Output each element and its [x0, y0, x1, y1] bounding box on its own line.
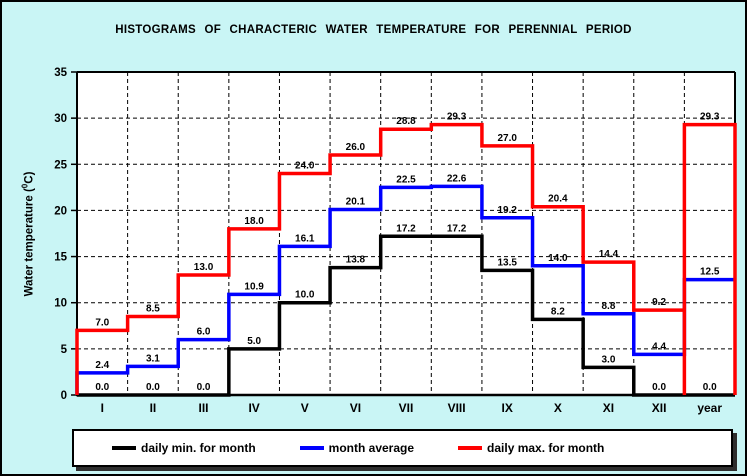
value-label-month-average: 22.6: [447, 173, 467, 184]
value-label-month-average: 8.8: [602, 301, 616, 312]
series-line-daily-min: [77, 234, 735, 397]
x-category-label: V: [301, 401, 309, 415]
x-category-label: III: [199, 401, 209, 415]
value-label-month-average: 4.4: [652, 341, 666, 352]
value-label-daily-max: 13.0: [194, 262, 214, 273]
y-tick-label: 10: [54, 298, 67, 310]
value-label-daily-min: 13.5: [497, 257, 517, 268]
value-label-daily-max: 24.0: [295, 161, 315, 172]
legend: daily min. for month month average daily m…: [72, 429, 733, 467]
value-label-daily-max: 9.2: [652, 297, 666, 308]
x-category-label: XI: [603, 401, 614, 415]
x-category-label: VIII: [448, 401, 466, 415]
value-label-daily-max: 18.0: [244, 216, 264, 227]
legend-label-daily-min: daily min. for month: [141, 441, 256, 455]
value-label-daily-min: 0.0: [95, 382, 109, 393]
y-tick-label: 30: [54, 113, 67, 125]
value-label-month-average: 19.2: [497, 205, 517, 216]
value-label-daily-min: 5.0: [247, 336, 261, 347]
x-category-label: VI: [350, 401, 361, 415]
legend-label-month-average: month average: [328, 441, 415, 455]
value-label-daily-max: 20.4: [548, 194, 568, 205]
value-label-daily-max: 28.8: [396, 116, 416, 127]
value-label-daily-min: 10.0: [295, 290, 315, 301]
y-tick-label: 0: [61, 390, 67, 402]
value-label-daily-min: 17.2: [447, 223, 467, 234]
x-category-label: I: [101, 401, 104, 415]
value-label-daily-min: 17.2: [396, 223, 416, 234]
value-label-month-average: 3.1: [146, 353, 160, 364]
x-category-label: VII: [399, 401, 414, 415]
value-label-month-average: 2.4: [95, 360, 109, 371]
value-label-month-average: 12.5: [700, 267, 720, 278]
x-category-label: X: [554, 401, 562, 415]
value-label-daily-min: 8.2: [551, 306, 565, 317]
y-tick-label: 5: [61, 344, 68, 356]
x-category-label: IV: [248, 401, 259, 415]
chart-title: HISTOGRAMS OF CHARACTERIC WATER TEMPERAT…: [115, 24, 632, 36]
value-label-daily-max: 7.0: [95, 317, 109, 328]
value-label-daily-max: 29.3: [700, 112, 720, 123]
legend-swatch-month-average: [299, 446, 324, 450]
x-category-label: II: [150, 401, 157, 415]
value-label-daily-min: 3.0: [602, 354, 616, 365]
value-label-month-average: 16.1: [295, 233, 315, 244]
y-tick-label: 20: [54, 205, 67, 217]
value-label-daily-min: 13.8: [346, 255, 366, 266]
y-tick-label: 35: [54, 67, 67, 79]
x-category-label: IX: [502, 401, 513, 415]
legend-item-daily-max: daily max. for month: [458, 441, 604, 455]
value-label-daily-max: 29.3: [447, 112, 467, 123]
series-line-daily-max: [75, 122, 737, 395]
legend-item-daily-min: daily min. for month: [112, 441, 256, 455]
value-label-month-average: 20.1: [346, 197, 366, 208]
x-category-label: XII: [652, 401, 667, 415]
series-line-month-average: [75, 184, 735, 395]
legend-swatch-daily-min: [112, 446, 136, 450]
value-label-daily-max: 26.0: [346, 142, 366, 153]
value-label-daily-min: 0.0: [703, 382, 717, 393]
value-label-month-average: 14.0: [548, 253, 568, 264]
value-label-month-average: 6.0: [197, 327, 211, 338]
y-tick-label: 25: [54, 159, 67, 171]
value-label-daily-min: 0.0: [652, 382, 666, 393]
y-tick-label: 15: [54, 252, 67, 264]
value-label-month-average: 10.9: [244, 281, 264, 292]
legend-item-month-average: month average: [299, 441, 415, 455]
value-label-daily-max: 27.0: [497, 133, 517, 144]
value-label-daily-max: 14.4: [599, 249, 619, 260]
legend-swatch-daily-max: [458, 446, 483, 450]
value-label-daily-max: 8.5: [146, 304, 160, 315]
x-category-label: year: [697, 401, 722, 415]
value-label-daily-min: 0.0: [197, 382, 211, 393]
value-label-daily-min: 0.0: [146, 382, 160, 393]
legend-label-daily-max: daily max. for month: [487, 441, 605, 455]
value-label-month-average: 22.5: [396, 174, 416, 185]
